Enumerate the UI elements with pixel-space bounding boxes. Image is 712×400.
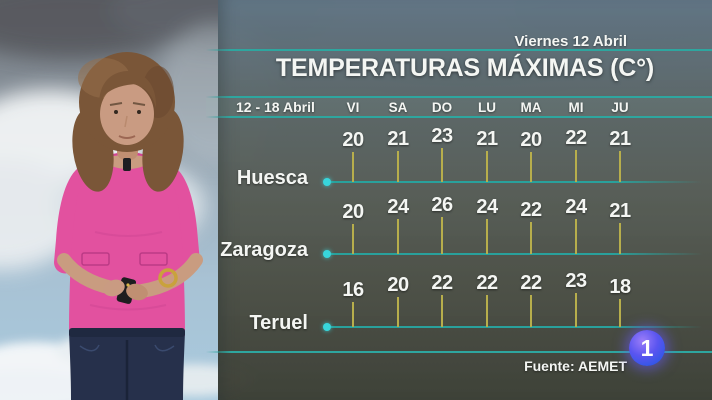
temp-value: 16 — [342, 279, 364, 301]
top-rule — [206, 49, 712, 51]
temp-value: 24 — [476, 196, 498, 218]
city-label: Teruel — [249, 312, 308, 334]
temp-stem — [397, 297, 399, 327]
chart-title: TEMPERATURAS MÁXIMAS (C°) — [275, 54, 655, 82]
temp-stem — [486, 295, 488, 327]
temp-stem — [575, 293, 577, 327]
temp-stem — [397, 219, 399, 254]
band-rule-top — [206, 96, 712, 98]
band-rule-bottom — [206, 116, 712, 118]
temp-stem — [486, 151, 488, 182]
presenter-right-forearm — [135, 253, 203, 298]
temp-stem — [530, 295, 532, 327]
temp-value: 24 — [387, 196, 409, 218]
temp-value: 21 — [609, 128, 631, 150]
temp-value: 22 — [520, 199, 542, 221]
row-baseline — [331, 253, 702, 255]
temp-value: 22 — [520, 272, 542, 294]
temp-value: 21 — [387, 128, 409, 150]
temp-stem — [441, 295, 443, 327]
temp-value: 20 — [387, 274, 409, 296]
row-dot — [323, 323, 331, 331]
day-header: MA — [520, 100, 542, 115]
temp-value: 21 — [609, 200, 631, 222]
city-label: Zaragoza — [220, 239, 308, 261]
broadcast-date: Viernes 12 Abril — [514, 33, 627, 50]
bottom-rule — [206, 351, 712, 353]
presenter-face — [100, 83, 154, 145]
row-baseline — [331, 181, 702, 183]
temp-value: 20 — [342, 129, 364, 151]
temp-stem — [352, 152, 354, 182]
temp-stem — [352, 224, 354, 254]
day-header: DO — [431, 100, 453, 115]
la1-channel-logo: 1 — [629, 330, 665, 366]
temp-value: 23 — [431, 125, 453, 147]
presenter-right-hand — [126, 283, 148, 301]
temp-stem — [619, 299, 621, 327]
row-dot — [323, 178, 331, 186]
temp-value: 18 — [609, 276, 631, 298]
temp-stem — [575, 219, 577, 254]
weather-panel — [218, 0, 712, 400]
temp-value: 22 — [431, 272, 453, 294]
hair-fringe — [98, 71, 157, 108]
presenter-photo — [54, 52, 203, 400]
temp-stem — [352, 302, 354, 327]
temp-stem — [397, 151, 399, 182]
temp-stem — [486, 219, 488, 254]
presenter-left-hand — [103, 279, 125, 297]
temp-stem — [441, 217, 443, 254]
temp-stem — [530, 222, 532, 254]
day-header: JU — [611, 100, 629, 115]
row-baseline — [331, 326, 702, 328]
temp-stem — [619, 223, 621, 254]
day-header: MI — [568, 100, 584, 115]
day-header-band — [206, 98, 712, 116]
pocket-flaps — [81, 252, 168, 266]
temp-value: 20 — [342, 201, 364, 223]
source-credit: Fuente: AEMET — [524, 358, 627, 374]
gold-bracelet — [158, 268, 178, 288]
temp-value: 22 — [565, 127, 587, 149]
day-header: VI — [346, 100, 360, 115]
temp-value: 22 — [476, 272, 498, 294]
row-dot — [323, 250, 331, 258]
temp-stem — [441, 148, 443, 182]
temp-value: 20 — [520, 129, 542, 151]
date-range-label: 12 - 18 Abril — [236, 99, 315, 115]
temp-stem — [530, 152, 532, 182]
city-label: Huesca — [236, 167, 308, 189]
day-header: SA — [388, 100, 408, 115]
temp-value: 21 — [476, 128, 498, 150]
day-header: LU — [478, 100, 496, 115]
temp-value: 26 — [431, 194, 453, 216]
lapel-mic — [123, 158, 131, 171]
presenter-eyes — [114, 110, 141, 114]
temp-value: 24 — [565, 196, 587, 218]
temp-stem — [575, 150, 577, 182]
temp-stem — [619, 151, 621, 182]
temp-value: 23 — [565, 270, 587, 292]
